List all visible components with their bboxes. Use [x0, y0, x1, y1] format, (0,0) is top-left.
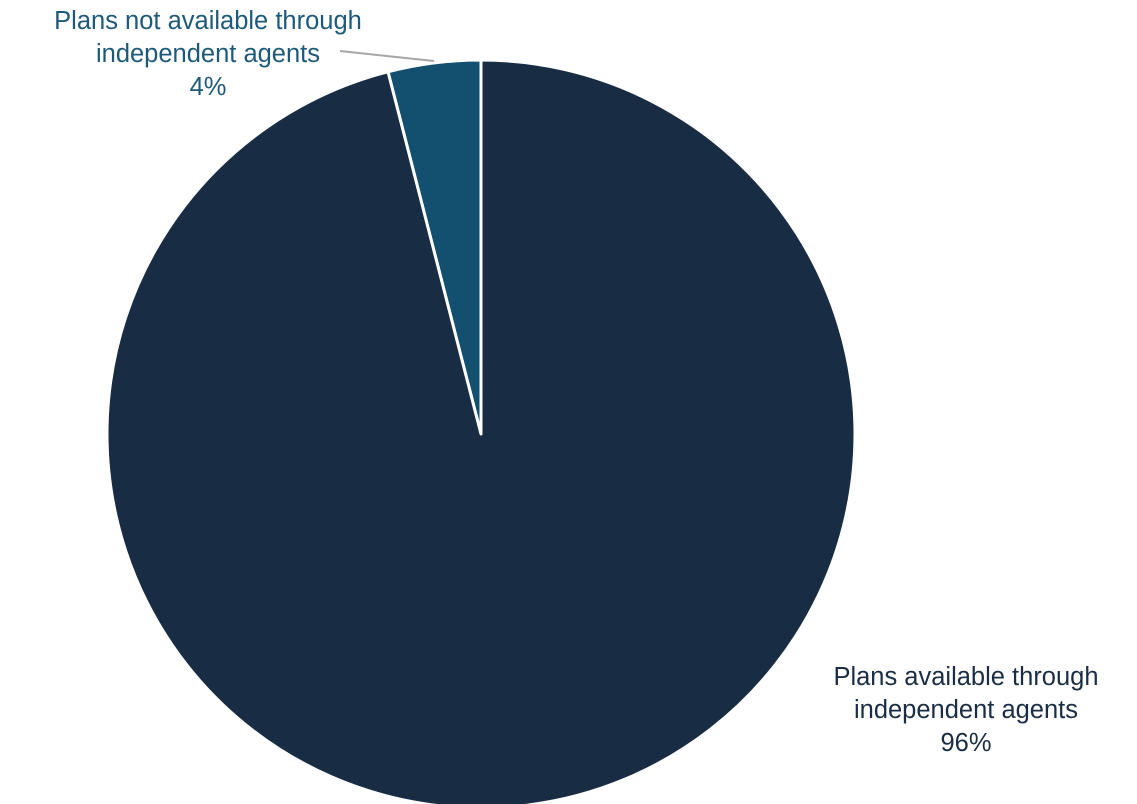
pie-slices: [105, 58, 857, 804]
pie-label-available-line-1: Plans available through: [833, 663, 1099, 691]
pie-label-available-line-2: independent agents: [853, 696, 1079, 724]
pie-label-available-value: 96%: [940, 729, 992, 757]
pie-label-not-available-line-1: Plans not available through: [54, 7, 362, 35]
pie-label-available: Plans available through independent agen…: [786, 661, 1137, 760]
pie-label-not-available: Plans not available through independent …: [6, 5, 410, 104]
pie-leader-line: [339, 50, 434, 62]
pie-slice-available: [105, 58, 857, 804]
pie-label-not-available-line-2: independent agents: [95, 40, 321, 68]
pie-label-not-available-value: 4%: [189, 73, 227, 101]
